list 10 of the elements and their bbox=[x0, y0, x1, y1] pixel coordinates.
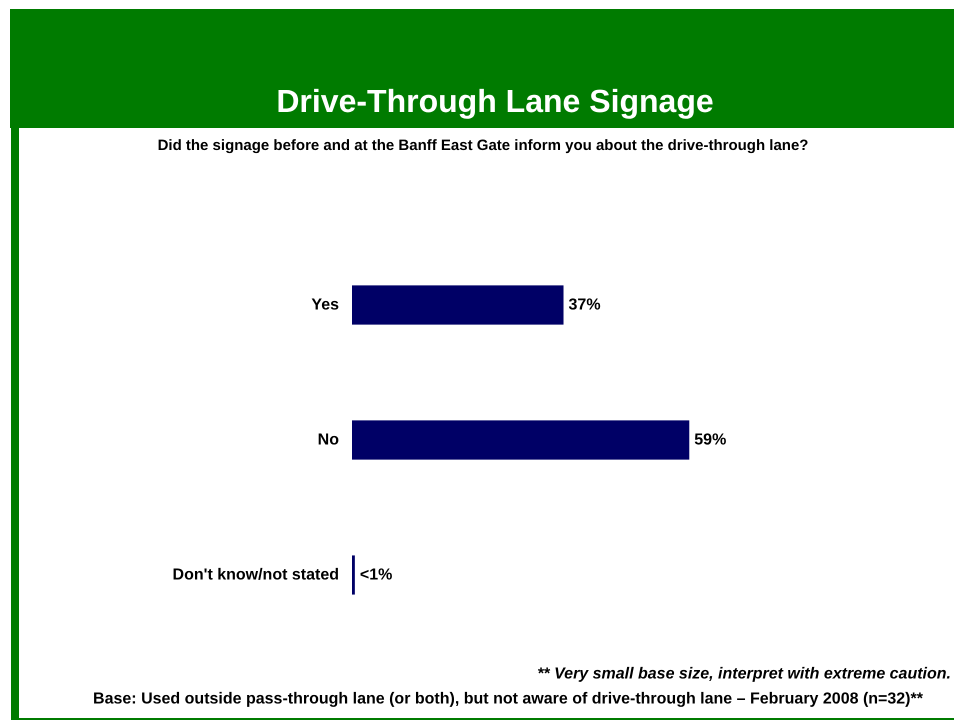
data-label: <1% bbox=[360, 566, 392, 584]
y-tick-label: No bbox=[318, 432, 340, 448]
data-label: 59% bbox=[694, 432, 726, 448]
text: Base: Used outside pass-through lane (or both), but not aware of drive-through lane – February 2008 (n=32)** bbox=[93, 690, 924, 708]
y-tick-label: Yes bbox=[311, 296, 340, 314]
text: ** Very small base size, interpret with extreme caution. bbox=[537, 666, 951, 682]
y-tick-label: Don't know/not stated bbox=[172, 566, 339, 584]
chart-subtitle: Did the signage before and at the Banff East Gate inform you about the drive-through lane? bbox=[158, 137, 808, 154]
chart-title: Drive-Through Lane Signage bbox=[276, 83, 714, 119]
data-label: 37% bbox=[568, 296, 601, 314]
